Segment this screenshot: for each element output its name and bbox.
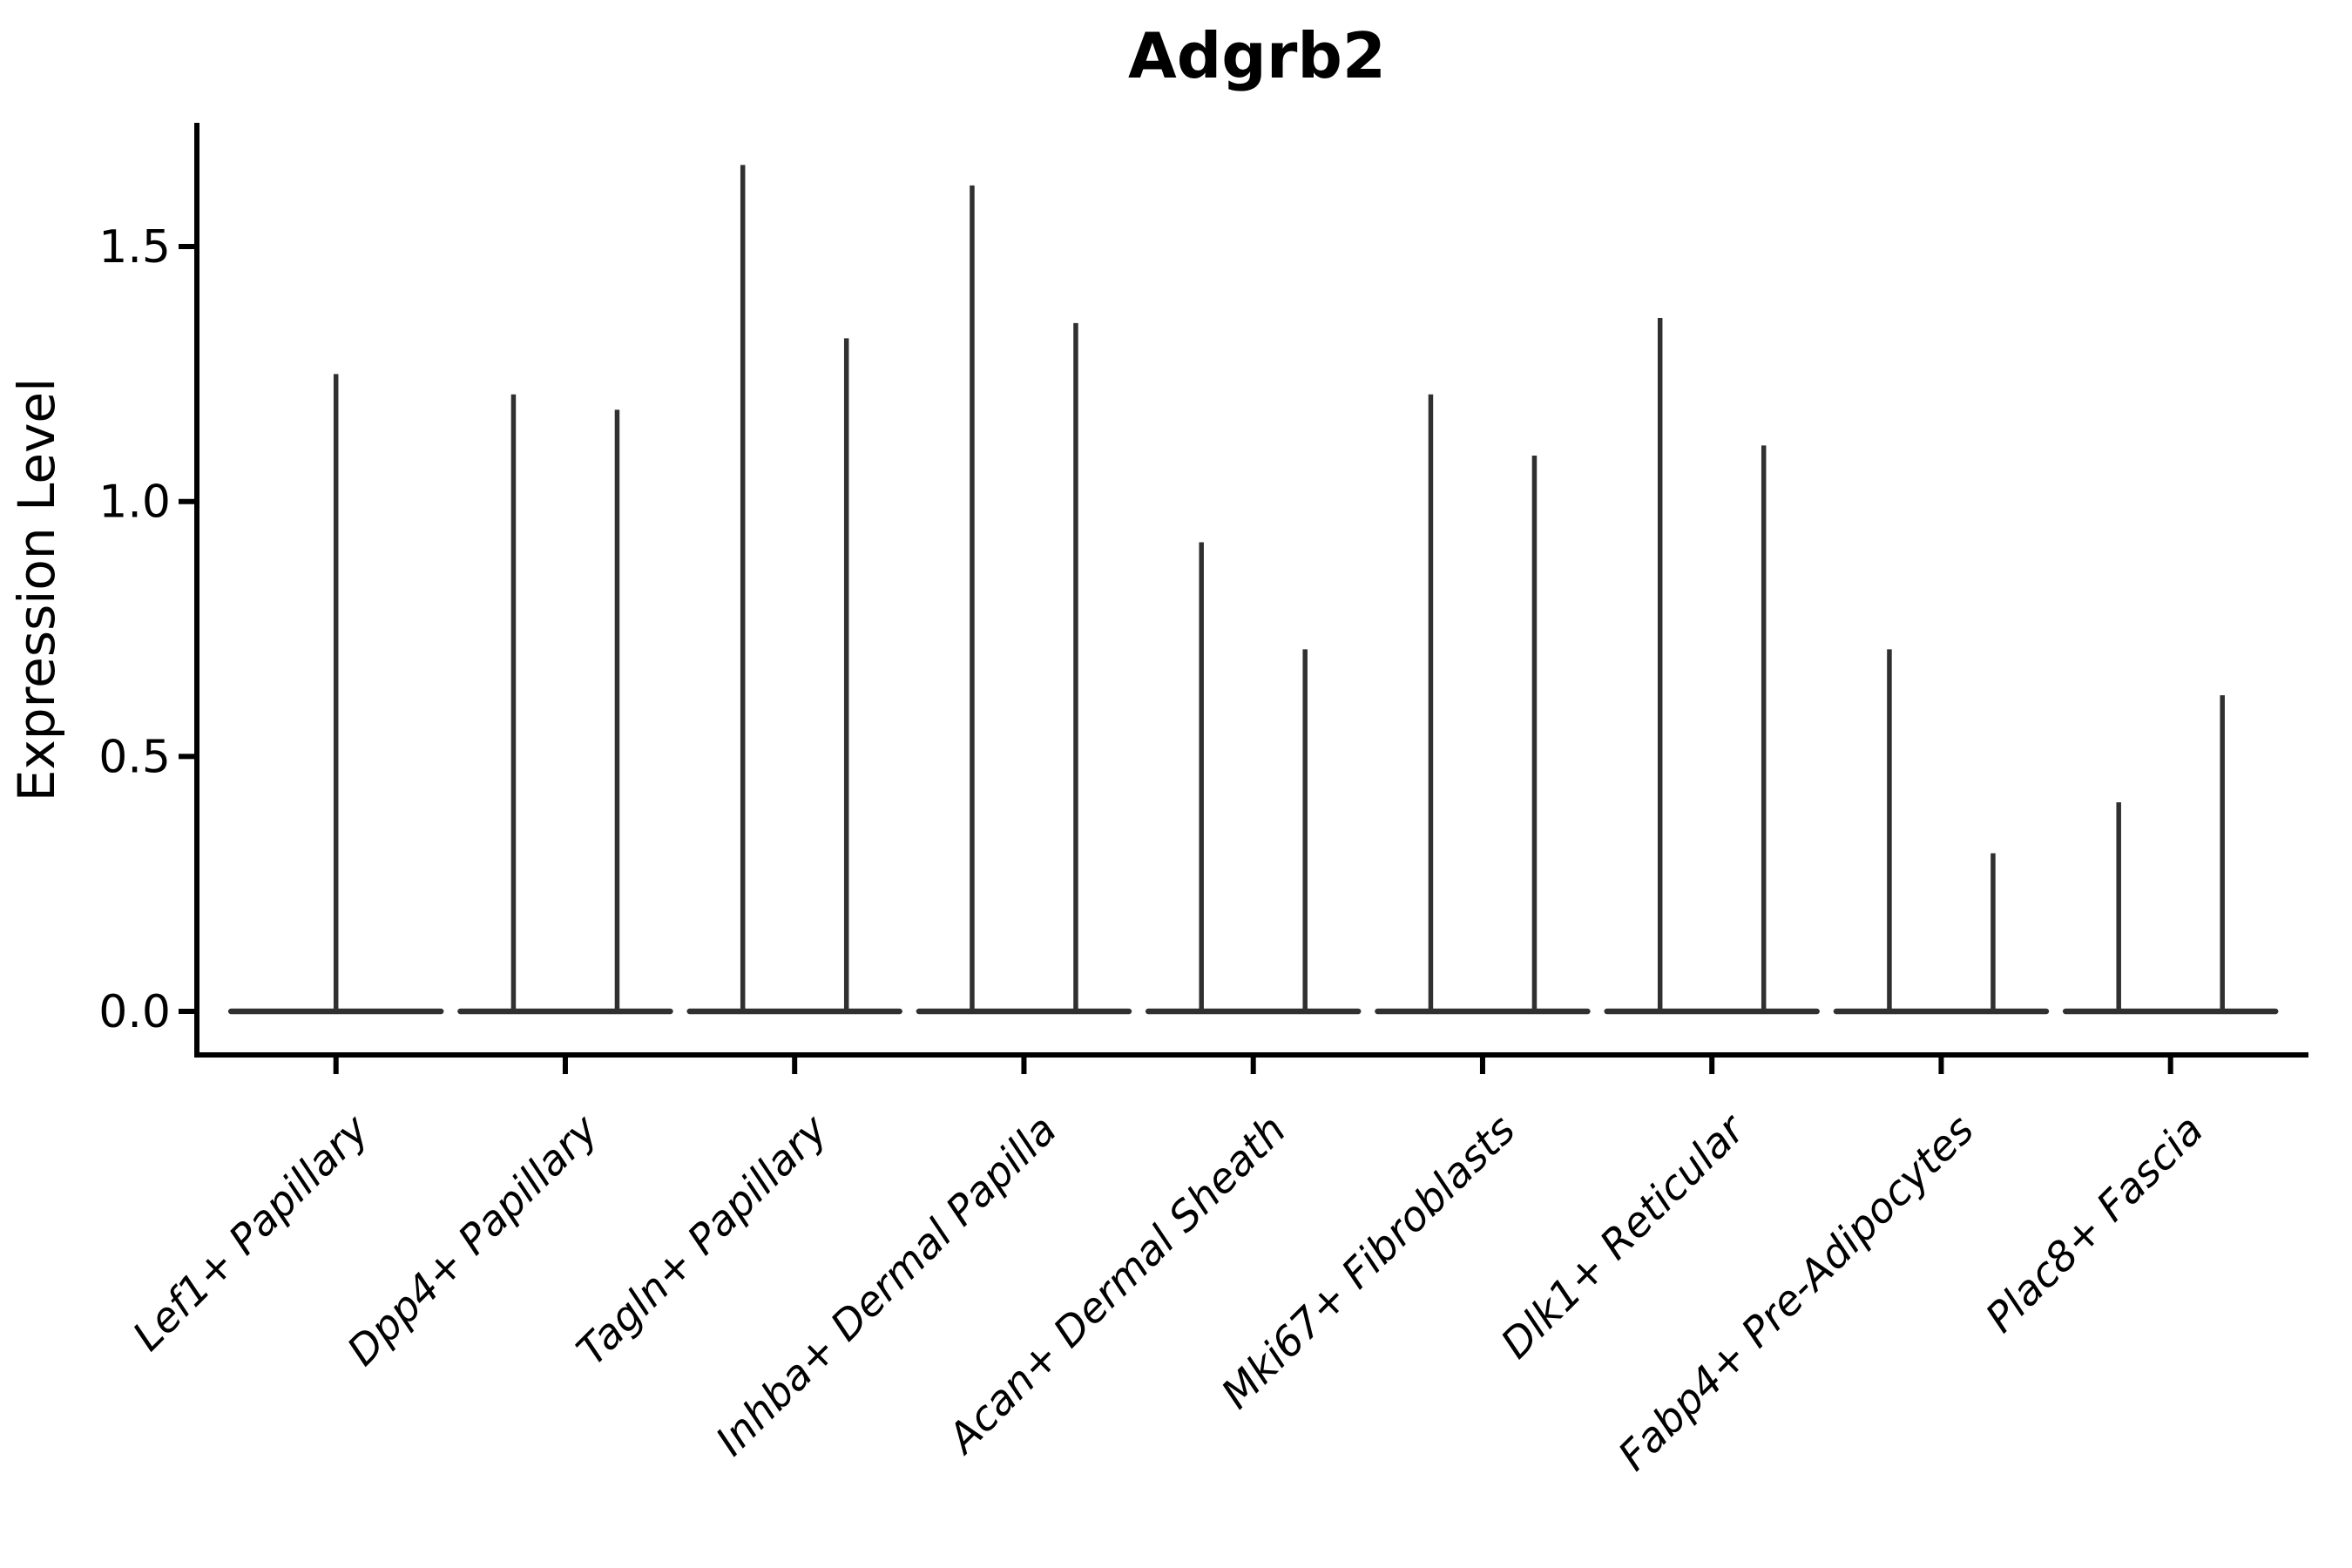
y-tick-label: 1.5 bbox=[98, 221, 171, 274]
chart-title: Adgrb2 bbox=[1128, 19, 1386, 92]
x-tick-label: Dlk1+ Reticular bbox=[1492, 1105, 1756, 1369]
x-tick-label: Dpp4+ Papillary bbox=[338, 1105, 608, 1375]
x-tick-label: Tagln+ Papillary bbox=[568, 1105, 838, 1375]
y-tick-label: 1.0 bbox=[98, 476, 171, 529]
y-tick-label: 0.5 bbox=[98, 731, 171, 783]
y-tick-label: 0.0 bbox=[98, 986, 171, 1038]
x-tick-label: Plac8+ Fascia bbox=[1977, 1106, 2213, 1342]
x-tick-label: Lef1+ Papillary bbox=[124, 1105, 379, 1361]
